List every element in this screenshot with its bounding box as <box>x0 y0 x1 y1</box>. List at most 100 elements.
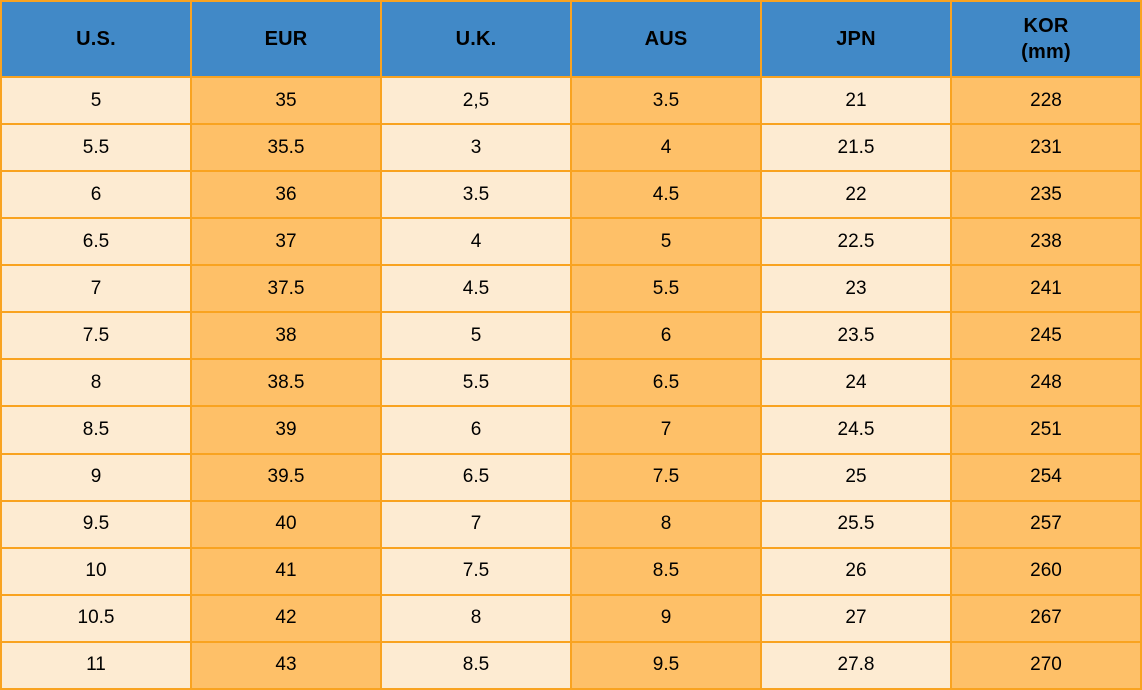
cell-kor: 248 <box>950 358 1142 408</box>
cell-us: 10 <box>0 546 192 596</box>
cell-kor: 251 <box>950 405 1142 455</box>
column-header-us: U.S. <box>0 0 192 78</box>
cell-aus: 9.5 <box>570 640 762 690</box>
cell-aus: 8 <box>570 499 762 549</box>
header-row: U.S. EUR U.K. AUS JPN KOR (mm) <box>0 0 1142 78</box>
cell-jpn: 22 <box>760 170 952 220</box>
cell-uk: 8 <box>380 593 572 643</box>
cell-us: 9.5 <box>0 499 192 549</box>
cell-uk: 4 <box>380 217 572 267</box>
cell-us: 11 <box>0 640 192 690</box>
cell-jpn: 27 <box>760 593 952 643</box>
column-header-uk: U.K. <box>380 0 572 78</box>
cell-kor: 241 <box>950 264 1142 314</box>
table-row: 5.5 35.5 3 4 21.5 231 <box>0 123 1142 173</box>
cell-eur: 39.5 <box>190 452 382 502</box>
table-header: U.S. EUR U.K. AUS JPN KOR (mm) <box>0 0 1142 78</box>
cell-aus: 8.5 <box>570 546 762 596</box>
table-row: 7 37.5 4.5 5.5 23 241 <box>0 264 1142 314</box>
cell-uk: 8.5 <box>380 640 572 690</box>
cell-aus: 3.5 <box>570 75 762 126</box>
cell-eur: 41 <box>190 546 382 596</box>
cell-aus: 9 <box>570 593 762 643</box>
cell-kor: 231 <box>950 123 1142 173</box>
table-body: 5 35 2,5 3.5 21 228 5.5 35.5 3 4 21.5 231 6 36 3.5 4.5 2… <box>0 75 1142 690</box>
column-header-kor: KOR (mm) <box>950 0 1142 78</box>
cell-uk: 3 <box>380 123 572 173</box>
cell-aus: 4 <box>570 123 762 173</box>
column-header-label: JPN <box>836 28 876 50</box>
cell-aus: 4.5 <box>570 170 762 220</box>
cell-us: 5 <box>0 75 192 126</box>
cell-eur: 38 <box>190 311 382 361</box>
table-row: 8 38.5 5.5 6.5 24 248 <box>0 358 1142 408</box>
cell-jpn: 24 <box>760 358 952 408</box>
cell-uk: 6 <box>380 405 572 455</box>
cell-jpn: 26 <box>760 546 952 596</box>
cell-us: 10.5 <box>0 593 192 643</box>
column-header-eur: EUR <box>190 0 382 78</box>
cell-kor: 260 <box>950 546 1142 596</box>
cell-aus: 7 <box>570 405 762 455</box>
cell-uk: 7 <box>380 499 572 549</box>
table-row: 9.5 40 7 8 25.5 257 <box>0 499 1142 549</box>
cell-eur: 39 <box>190 405 382 455</box>
cell-eur: 37 <box>190 217 382 267</box>
cell-eur: 43 <box>190 640 382 690</box>
cell-uk: 5.5 <box>380 358 572 408</box>
cell-jpn: 24.5 <box>760 405 952 455</box>
cell-uk: 2,5 <box>380 75 572 126</box>
cell-jpn: 25 <box>760 452 952 502</box>
table-row: 8.5 39 6 7 24.5 251 <box>0 405 1142 455</box>
cell-jpn: 21.5 <box>760 123 952 173</box>
cell-aus: 5 <box>570 217 762 267</box>
table-row: 10 41 7.5 8.5 26 260 <box>0 546 1142 596</box>
cell-kor: 254 <box>950 452 1142 502</box>
table-row: 9 39.5 6.5 7.5 25 254 <box>0 452 1142 502</box>
cell-uk: 4.5 <box>380 264 572 314</box>
cell-eur: 36 <box>190 170 382 220</box>
cell-aus: 6.5 <box>570 358 762 408</box>
column-header-sublabel: (mm) <box>1021 41 1071 63</box>
table-row: 6.5 37 4 5 22.5 238 <box>0 217 1142 267</box>
column-header-jpn: JPN <box>760 0 952 78</box>
cell-uk: 3.5 <box>380 170 572 220</box>
table-row: 6 36 3.5 4.5 22 235 <box>0 170 1142 220</box>
cell-us: 8.5 <box>0 405 192 455</box>
cell-us: 6.5 <box>0 217 192 267</box>
cell-eur: 37.5 <box>190 264 382 314</box>
cell-jpn: 27.8 <box>760 640 952 690</box>
cell-uk: 7.5 <box>380 546 572 596</box>
cell-eur: 40 <box>190 499 382 549</box>
table-row: 7.5 38 5 6 23.5 245 <box>0 311 1142 361</box>
cell-jpn: 21 <box>760 75 952 126</box>
cell-eur: 35.5 <box>190 123 382 173</box>
cell-us: 5.5 <box>0 123 192 173</box>
cell-aus: 7.5 <box>570 452 762 502</box>
cell-us: 7.5 <box>0 311 192 361</box>
cell-us: 9 <box>0 452 192 502</box>
column-header-label: U.K. <box>455 28 497 50</box>
cell-eur: 42 <box>190 593 382 643</box>
cell-us: 6 <box>0 170 192 220</box>
column-header-aus: AUS <box>570 0 762 78</box>
cell-jpn: 22.5 <box>760 217 952 267</box>
table-row: 11 43 8.5 9.5 27.8 270 <box>0 640 1142 690</box>
cell-kor: 228 <box>950 75 1142 126</box>
cell-kor: 235 <box>950 170 1142 220</box>
cell-kor: 270 <box>950 640 1142 690</box>
cell-uk: 5 <box>380 311 572 361</box>
cell-jpn: 23.5 <box>760 311 952 361</box>
cell-us: 8 <box>0 358 192 408</box>
cell-kor: 257 <box>950 499 1142 549</box>
cell-kor: 245 <box>950 311 1142 361</box>
cell-us: 7 <box>0 264 192 314</box>
table-row: 5 35 2,5 3.5 21 228 <box>0 75 1142 126</box>
column-header-label: EUR <box>264 28 308 50</box>
cell-uk: 6.5 <box>380 452 572 502</box>
cell-aus: 6 <box>570 311 762 361</box>
cell-jpn: 23 <box>760 264 952 314</box>
table-row: 10.5 42 8 9 27 267 <box>0 593 1142 643</box>
